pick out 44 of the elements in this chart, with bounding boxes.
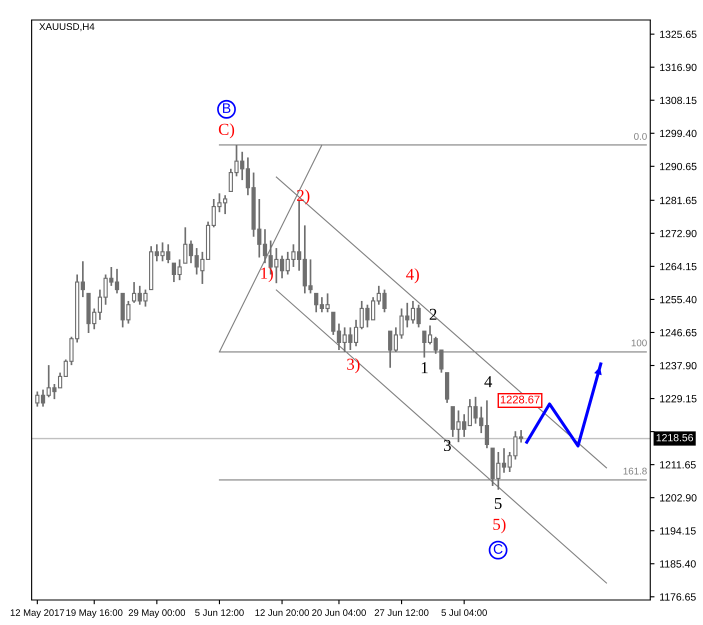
chart-title: XAUUSD,H4 [39, 23, 94, 32]
y-tick-label: 1325.65 [660, 30, 697, 38]
annotation: 4 [484, 376, 492, 388]
annotation: C) [218, 123, 234, 138]
y-tick-label: 1194.15 [660, 527, 696, 535]
annotation: 161.8 [624, 468, 647, 475]
y-tick-label: 1246.65 [660, 328, 697, 336]
annotation: 1 [422, 362, 428, 374]
y-tick-label: 1264.15 [660, 262, 697, 270]
annotation: B [223, 103, 230, 113]
annotation: 4) [406, 268, 419, 284]
annotation: 0.0 [634, 132, 647, 140]
x-tick-label: 19 May 16:00 [66, 609, 122, 618]
annotation: 5 [494, 498, 502, 510]
annotation: 2 [430, 308, 436, 320]
x-tick-label: 5 Jun 12:00 [195, 609, 244, 616]
annotation: 100 [632, 339, 647, 346]
y-tick-label: 1316.90 [660, 64, 697, 72]
x-tick-label: 20 Jun 04:00 [312, 609, 366, 616]
annotation: 5) [493, 518, 506, 534]
x-tick-label: 12 Jun 20:00 [255, 609, 309, 616]
y-tick-label: 1290.65 [660, 162, 697, 170]
y-tick-label: 1281.65 [660, 196, 697, 204]
x-tick-label: 12 May 2017 [10, 609, 64, 618]
y-tick-label: 1185.40 [660, 560, 696, 568]
y-tick-label: 1255.40 [660, 296, 697, 304]
y-tick-label: 1308.15 [660, 96, 697, 104]
annotation: 1228.67 [500, 396, 540, 404]
y-tick-label: 1176.65 [660, 593, 696, 601]
y-tick-label: 1211.65 [660, 461, 696, 469]
x-tick-label: 5 Jul 04:00 [441, 609, 487, 616]
annotation: 1) [261, 267, 273, 282]
y-tick-label: 1229.15 [660, 395, 697, 402]
ref-line-label: 1218.56 [656, 434, 694, 442]
y-tick-label: 1202.90 [660, 494, 697, 502]
x-tick-label: 29 May 00:00 [128, 609, 186, 618]
y-tick-label: 1299.40 [660, 130, 697, 138]
annotation: 3 [444, 440, 451, 452]
annotation: C [494, 544, 503, 554]
y-tick-label: 1237.90 [660, 362, 697, 370]
annotation: 2) [297, 189, 310, 204]
y-tick-label: 1272.90 [660, 230, 697, 238]
x-tick-label: 27 Jun 12:00 [374, 609, 429, 616]
annotation: 3) [347, 358, 360, 374]
